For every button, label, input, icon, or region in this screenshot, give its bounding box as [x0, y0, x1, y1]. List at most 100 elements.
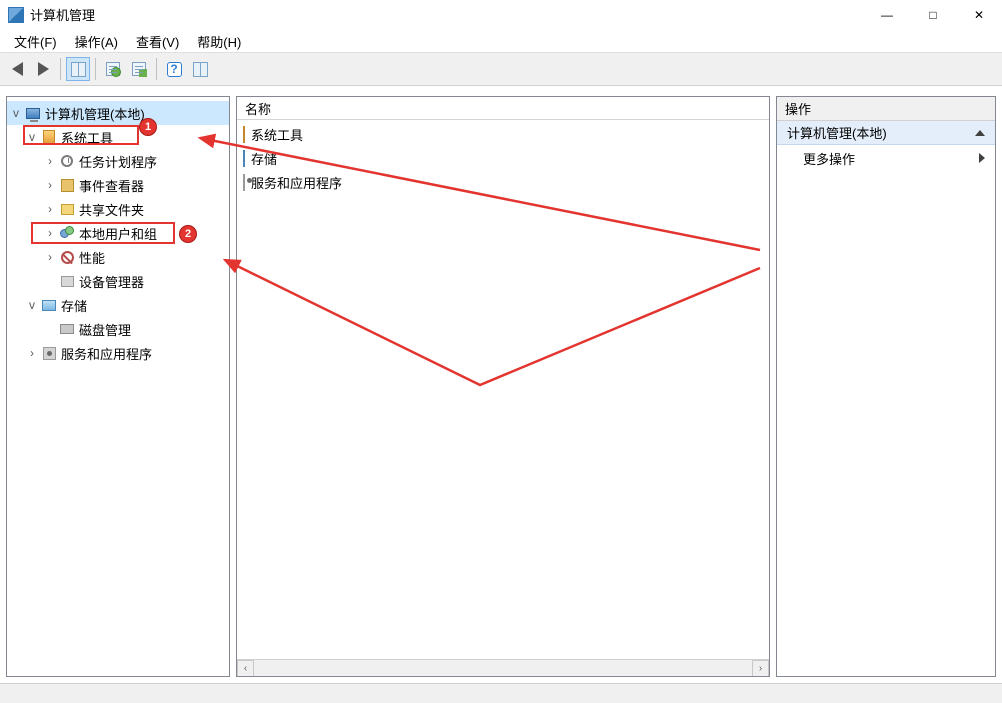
expander-icon[interactable]	[43, 274, 57, 288]
menu-help[interactable]: 帮助(H)	[189, 30, 249, 53]
expander-icon[interactable]: ›	[43, 226, 57, 240]
console-tree-pane: v 计算机管理(本地) v 系统工具 › 任务计划程序 › 事件查看器 ›	[6, 96, 230, 677]
tree-label: 服务和应用程序	[61, 344, 152, 363]
refresh-icon	[106, 62, 120, 76]
arrow-left-icon	[12, 62, 23, 76]
forward-button[interactable]	[31, 57, 55, 81]
tree-performance[interactable]: › 性能	[7, 245, 229, 269]
tree-label: 事件查看器	[79, 176, 144, 195]
export-icon	[132, 62, 146, 76]
storage-icon	[243, 150, 245, 167]
menu-file[interactable]: 文件(F)	[6, 30, 65, 53]
back-button[interactable]	[5, 57, 29, 81]
expander-icon[interactable]: v	[25, 298, 39, 312]
computer-icon	[26, 108, 40, 119]
arrow-right-icon	[38, 62, 49, 76]
menubar: 文件(F) 操作(A) 查看(V) 帮助(H)	[0, 30, 1002, 52]
disk-icon	[60, 324, 74, 334]
tree-label: 任务计划程序	[79, 152, 157, 171]
panes-icon	[71, 62, 86, 77]
tree-label: 共享文件夹	[79, 200, 144, 219]
scroll-right-button[interactable]: ›	[752, 660, 769, 677]
window-title: 计算机管理	[30, 5, 95, 24]
show-action-pane-button[interactable]	[188, 57, 212, 81]
share-icon	[61, 204, 74, 215]
tree-label: 计算机管理(本地)	[45, 104, 145, 123]
close-button[interactable]: ✕	[956, 0, 1002, 30]
list-item-label: 系统工具	[251, 125, 303, 144]
expander-icon[interactable]: ›	[43, 178, 57, 192]
export-list-button[interactable]	[127, 57, 151, 81]
actions-more[interactable]: 更多操作	[777, 145, 995, 171]
tree-local-users-groups[interactable]: › 本地用户和组	[7, 221, 229, 245]
console-tree: v 计算机管理(本地) v 系统工具 › 任务计划程序 › 事件查看器 ›	[7, 99, 229, 367]
tree-task-scheduler[interactable]: › 任务计划程序	[7, 149, 229, 173]
list-item-storage[interactable]: 存储	[237, 146, 769, 170]
menu-view[interactable]: 查看(V)	[128, 30, 187, 53]
status-bar	[0, 683, 1002, 703]
tree-label: 磁盘管理	[79, 320, 131, 339]
tree-root-computer-management[interactable]: v 计算机管理(本地)	[7, 101, 229, 125]
help-icon: ?	[167, 62, 182, 77]
show-hide-tree-button[interactable]	[66, 57, 90, 81]
action-pane-icon	[193, 62, 208, 77]
tree-disk-management[interactable]: 磁盘管理	[7, 317, 229, 341]
tree-services-applications[interactable]: › 服务和应用程序	[7, 341, 229, 365]
tree-event-viewer[interactable]: › 事件查看器	[7, 173, 229, 197]
column-header-name[interactable]: 名称	[237, 97, 769, 120]
titlebar: 计算机管理 — □ ✕	[0, 0, 1002, 30]
help-button[interactable]: ?	[162, 57, 186, 81]
list-item-system-tools[interactable]: 系统工具	[237, 122, 769, 146]
submenu-icon	[979, 153, 985, 163]
tree-label: 本地用户和组	[79, 224, 157, 243]
tree-storage[interactable]: v 存储	[7, 293, 229, 317]
actions-pane-header: 操作	[777, 97, 995, 121]
minimize-button[interactable]: —	[864, 0, 910, 30]
tree-label: 性能	[79, 248, 105, 267]
actions-section-header[interactable]: 计算机管理(本地)	[777, 121, 995, 145]
services-icon	[243, 174, 245, 191]
collapse-icon	[975, 130, 985, 136]
refresh-button[interactable]	[101, 57, 125, 81]
tree-label: 设备管理器	[79, 272, 144, 291]
app-icon	[8, 7, 24, 23]
list-item-services-applications[interactable]: 服务和应用程序	[237, 170, 769, 194]
expander-icon[interactable]	[43, 322, 57, 336]
performance-icon	[61, 251, 74, 264]
horizontal-scrollbar[interactable]: ‹ ›	[237, 659, 769, 676]
tree-shared-folders[interactable]: › 共享文件夹	[7, 197, 229, 221]
list-item-label: 服务和应用程序	[251, 173, 342, 192]
expander-icon[interactable]: ›	[25, 346, 39, 360]
expander-icon[interactable]: v	[9, 106, 23, 120]
result-list: 系统工具 存储 服务和应用程序	[237, 120, 769, 196]
panes: v 计算机管理(本地) v 系统工具 › 任务计划程序 › 事件查看器 ›	[6, 96, 996, 677]
maximize-button[interactable]: □	[910, 0, 956, 30]
toolbar-separator	[156, 58, 157, 80]
tree-label: 系统工具	[61, 128, 113, 147]
tree-label: 存储	[61, 296, 87, 315]
list-item-label: 存储	[251, 149, 277, 168]
tools-icon	[43, 130, 55, 144]
device-icon	[61, 276, 74, 287]
result-list-pane: 名称 系统工具 存储 服务和应用程序 ‹ ›	[236, 96, 770, 677]
tools-icon	[243, 126, 245, 143]
tree-device-manager[interactable]: 设备管理器	[7, 269, 229, 293]
menu-action[interactable]: 操作(A)	[67, 30, 126, 53]
actions-more-label: 更多操作	[803, 149, 855, 168]
tree-system-tools[interactable]: v 系统工具	[7, 125, 229, 149]
event-icon	[61, 179, 74, 192]
actions-pane: 操作 计算机管理(本地) 更多操作	[776, 96, 996, 677]
storage-icon	[42, 300, 56, 311]
toolbar-separator	[95, 58, 96, 80]
expander-icon[interactable]: ›	[43, 154, 57, 168]
toolbar-separator	[60, 58, 61, 80]
toolbar: ?	[0, 52, 1002, 86]
scroll-left-button[interactable]: ‹	[237, 660, 254, 677]
actions-section-label: 计算机管理(本地)	[787, 123, 887, 142]
expander-icon[interactable]: ›	[43, 202, 57, 216]
clock-icon	[61, 155, 73, 167]
services-icon	[43, 347, 56, 360]
expander-icon[interactable]: v	[25, 130, 39, 144]
users-icon	[60, 226, 74, 240]
expander-icon[interactable]: ›	[43, 250, 57, 264]
